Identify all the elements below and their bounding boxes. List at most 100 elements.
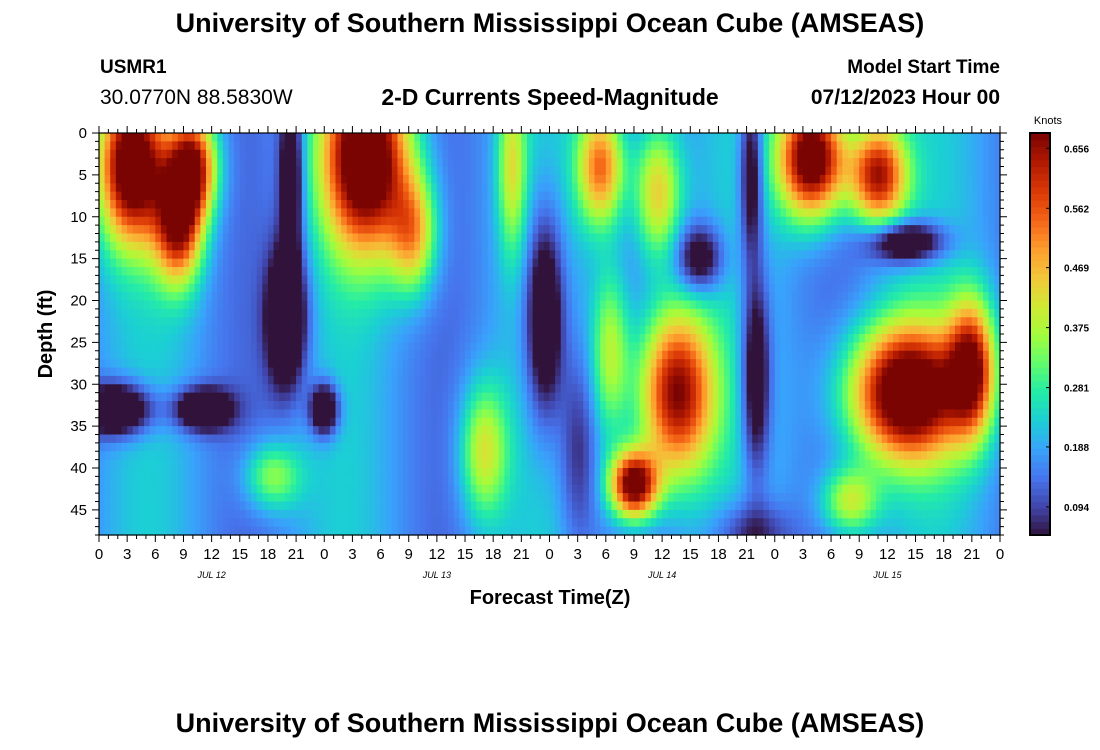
- heatmap-cell: [284, 308, 292, 318]
- heatmap-cell: [245, 250, 252, 260]
- heatmap-cell: [132, 375, 140, 385]
- heatmap-cell: [312, 141, 320, 151]
- heatmap-cell: [110, 275, 117, 285]
- heatmap-cell: [583, 426, 590, 436]
- heatmap-cell: [183, 375, 190, 385]
- heatmap-cell: [628, 493, 635, 503]
- heatmap-cell: [673, 451, 680, 461]
- heatmap-cell: [628, 283, 635, 293]
- heatmap-cell: [211, 267, 218, 276]
- heatmap-cell: [504, 459, 511, 469]
- heatmap-cell: [465, 476, 472, 486]
- heatmap-cell: [369, 442, 376, 452]
- heatmap-cell: [476, 208, 483, 218]
- heatmap-cell: [329, 283, 337, 293]
- heatmap-cell: [470, 409, 477, 419]
- heatmap-cell: [307, 225, 314, 235]
- heatmap-cell: [329, 484, 337, 494]
- heatmap-cell: [476, 133, 483, 142]
- heatmap-cell: [329, 317, 337, 327]
- heatmap-cell: [369, 367, 376, 377]
- heatmap-cell: [318, 133, 325, 142]
- heatmap-cell: [172, 166, 179, 176]
- heatmap-cell: [577, 267, 584, 276]
- heatmap-cell: [583, 133, 590, 142]
- heatmap-cell: [617, 442, 624, 452]
- heatmap-cell: [408, 133, 415, 142]
- heatmap-cell: [504, 501, 511, 511]
- heatmap-cell: [391, 250, 399, 260]
- heatmap-cell: [645, 476, 652, 486]
- heatmap-cell: [431, 401, 438, 410]
- heatmap-cell: [476, 149, 483, 159]
- heatmap-cell: [431, 275, 438, 285]
- heatmap-cell: [132, 317, 140, 327]
- heatmap-cell: [155, 258, 162, 268]
- heatmap-cell: [205, 468, 213, 477]
- heatmap-cell: [577, 367, 584, 377]
- heatmap-cell: [639, 183, 646, 193]
- heatmap-cell: [239, 350, 247, 360]
- heatmap-cell: [211, 350, 218, 360]
- heatmap-cell: [307, 392, 314, 402]
- heatmap-cell: [217, 133, 224, 142]
- heatmap-cell: [104, 300, 111, 310]
- heatmap-cell: [662, 275, 669, 285]
- heatmap-cell: [633, 308, 641, 318]
- heatmap-cell: [172, 384, 179, 394]
- heatmap-cell: [419, 200, 427, 209]
- heatmap-cell: [498, 216, 506, 226]
- heatmap-cell: [453, 468, 460, 477]
- heatmap-cell: [296, 468, 303, 477]
- heatmap-cell: [211, 141, 218, 151]
- heatmap-cell: [408, 409, 415, 419]
- heatmap-cell: [679, 292, 686, 302]
- heatmap-cell: [605, 434, 613, 444]
- heatmap-cell: [521, 384, 528, 394]
- heatmap-cell: [566, 476, 573, 486]
- heatmap-cell: [588, 409, 596, 419]
- heatmap-cell: [346, 392, 354, 402]
- heatmap-cell: [419, 317, 427, 327]
- heatmap-cell: [335, 392, 342, 402]
- heatmap-cell: [369, 225, 376, 235]
- heatmap-cell: [374, 250, 382, 260]
- heatmap-cell: [628, 317, 635, 327]
- heatmap-cell: [414, 267, 421, 276]
- heatmap-cell: [115, 208, 123, 218]
- heatmap-cell: [121, 434, 128, 444]
- heatmap-cell: [290, 267, 297, 276]
- heatmap-cell: [183, 350, 190, 360]
- heatmap-cell: [436, 166, 444, 176]
- heatmap-cell: [515, 233, 522, 243]
- heatmap-cell: [442, 216, 449, 226]
- heatmap-cell: [453, 417, 460, 427]
- heatmap-cell: [572, 484, 579, 494]
- heatmap-cell: [155, 417, 162, 427]
- heatmap-cell: [600, 375, 607, 385]
- heatmap-cell: [121, 484, 128, 494]
- heatmap-cell: [369, 434, 376, 444]
- heatmap-cell: [403, 509, 410, 519]
- heatmap-cell: [251, 133, 258, 142]
- heatmap-cell: [442, 401, 449, 410]
- heatmap-cell: [200, 518, 207, 528]
- heatmap-cell: [200, 459, 207, 469]
- heatmap-cell: [532, 250, 539, 260]
- heatmap-cell: [234, 509, 241, 519]
- heatmap-cell: [538, 292, 545, 302]
- heatmap-cell: [667, 317, 674, 327]
- heatmap-cell: [498, 275, 506, 285]
- heatmap-cell: [639, 174, 646, 184]
- heatmap-cell: [121, 350, 128, 360]
- heatmap-cell: [476, 158, 483, 168]
- heatmap-cell: [679, 141, 686, 151]
- heatmap-cell: [144, 451, 151, 461]
- heatmap-cell: [369, 334, 376, 343]
- heatmap-cell: [245, 476, 252, 486]
- heatmap-cell: [633, 459, 641, 469]
- heatmap-cell: [358, 283, 365, 293]
- heatmap-cell: [144, 434, 151, 444]
- heatmap-cell: [374, 434, 382, 444]
- heatmap-cell: [628, 258, 635, 268]
